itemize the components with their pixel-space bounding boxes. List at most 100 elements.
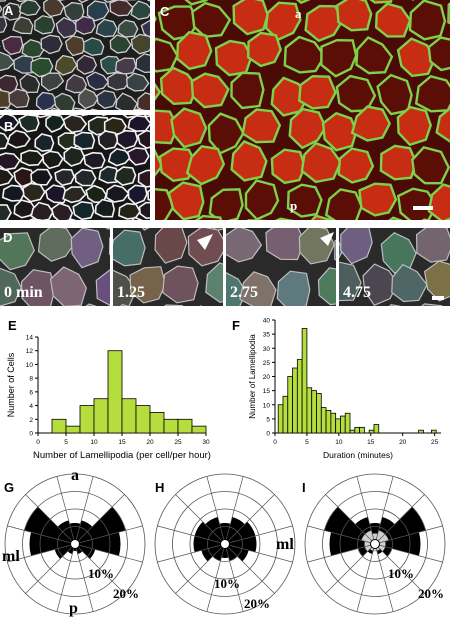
rose-spoke — [374, 525, 443, 545]
cell-outline — [159, 66, 199, 106]
panel-d-strip: D 0 min 1.25 2.75 4.75 — [0, 228, 450, 306]
y-tick-label: 15 — [263, 388, 271, 395]
cell-outline — [109, 0, 134, 17]
cell-outline — [90, 108, 99, 110]
rose-sector — [324, 506, 375, 544]
cell-outline — [335, 0, 373, 32]
cell-outline — [358, 182, 398, 217]
histogram-bar — [282, 395, 289, 434]
rose-ring — [207, 526, 243, 562]
cell-outline — [20, 149, 45, 167]
histogram-bar — [335, 418, 341, 434]
x-tick-label: 10 — [90, 439, 98, 446]
cell-outline — [45, 115, 66, 133]
rose-ring — [154, 473, 296, 615]
rose-g-posterior-label: p — [69, 600, 78, 617]
rose-center — [220, 539, 230, 549]
rose-ring — [172, 491, 278, 597]
histogram-bar — [306, 387, 313, 434]
rose-diagram-g — [4, 473, 146, 615]
cell-outline — [62, 186, 87, 204]
histogram-bar — [340, 415, 346, 434]
cell-outline — [73, 131, 96, 150]
histogram-bar — [311, 390, 317, 434]
cell-outline — [72, 107, 87, 110]
cell-outline — [78, 87, 99, 110]
histogram-bar — [93, 398, 109, 434]
cell-outline — [435, 106, 450, 143]
y-tick-label: 10 — [26, 362, 34, 369]
cell-outline — [147, 189, 150, 202]
cell-outline — [0, 267, 22, 306]
rose-ring — [322, 491, 428, 597]
histogram-bar — [51, 418, 67, 434]
y-tick-label: 4 — [29, 403, 33, 410]
cell-outline — [136, 91, 150, 110]
cell-outline — [40, 72, 65, 92]
cell-outline — [270, 148, 307, 185]
cell-outline — [414, 74, 450, 113]
cell-outline — [105, 184, 130, 203]
cell-outline — [300, 141, 342, 184]
cell-outline — [350, 105, 392, 142]
cell-outline — [205, 262, 223, 303]
cell-outline — [63, 146, 86, 167]
y-tick-label: 6 — [29, 389, 33, 396]
cell-outline — [45, 184, 69, 204]
x-tick-label: 25 — [174, 439, 182, 446]
cell-outline — [22, 182, 46, 203]
rose-sector — [75, 506, 126, 544]
cell-outline — [85, 303, 97, 306]
rose-spoke — [224, 543, 293, 563]
cell-outline — [154, 228, 188, 264]
rose-spoke — [74, 494, 125, 545]
x-axis-label: Duration (minutes) — [323, 450, 393, 460]
histogram-bar — [135, 405, 151, 434]
panel-label-e: E — [8, 318, 17, 333]
rose-spoke — [74, 543, 125, 594]
cell-outline — [423, 260, 450, 302]
cell-outline — [96, 90, 118, 110]
cell-outline — [391, 263, 428, 303]
cell-outline — [137, 169, 150, 188]
scale-bar — [413, 206, 433, 210]
cell-outline — [107, 72, 130, 91]
y-tick-label: 35 — [263, 332, 271, 339]
cell-outline — [208, 188, 244, 220]
rose-sector — [194, 521, 225, 544]
x-tick-label: 20 — [399, 439, 407, 446]
cell-outline — [298, 74, 337, 110]
cell-outline — [170, 107, 208, 149]
cell-outline — [226, 228, 263, 263]
cell-outline — [129, 266, 167, 304]
panel-label-d: D — [3, 230, 13, 245]
cell-outline — [53, 92, 76, 110]
cell-outline — [162, 265, 199, 304]
cell-outline — [125, 72, 150, 92]
cell-outline — [427, 183, 450, 220]
histogram-bar — [121, 398, 137, 434]
cell-outline — [0, 115, 20, 132]
cell-outline — [232, 0, 269, 36]
panel-c-image: C a p — [155, 0, 450, 220]
rose-spoke — [74, 525, 143, 545]
rose-spoke — [74, 543, 143, 563]
cell-outline — [55, 16, 80, 39]
histogram-bar — [349, 429, 356, 434]
cell-outline — [246, 31, 282, 68]
cell-outline — [167, 181, 205, 220]
cell-outline — [396, 105, 432, 147]
cell-outline — [127, 184, 148, 205]
timepoint-3: 4.75 — [343, 284, 371, 301]
rose-spoke — [56, 476, 76, 545]
rose-ring — [22, 491, 128, 597]
posterior-label: p — [290, 198, 298, 213]
rose-spoke — [25, 494, 76, 545]
cell-outline — [0, 132, 10, 150]
histogram-bar — [177, 418, 193, 434]
x-tick-label: 5 — [64, 439, 68, 446]
cell-outline — [20, 269, 56, 306]
cell-outline — [1, 184, 26, 202]
cell-outline — [379, 144, 418, 181]
rose-spoke — [325, 494, 376, 545]
